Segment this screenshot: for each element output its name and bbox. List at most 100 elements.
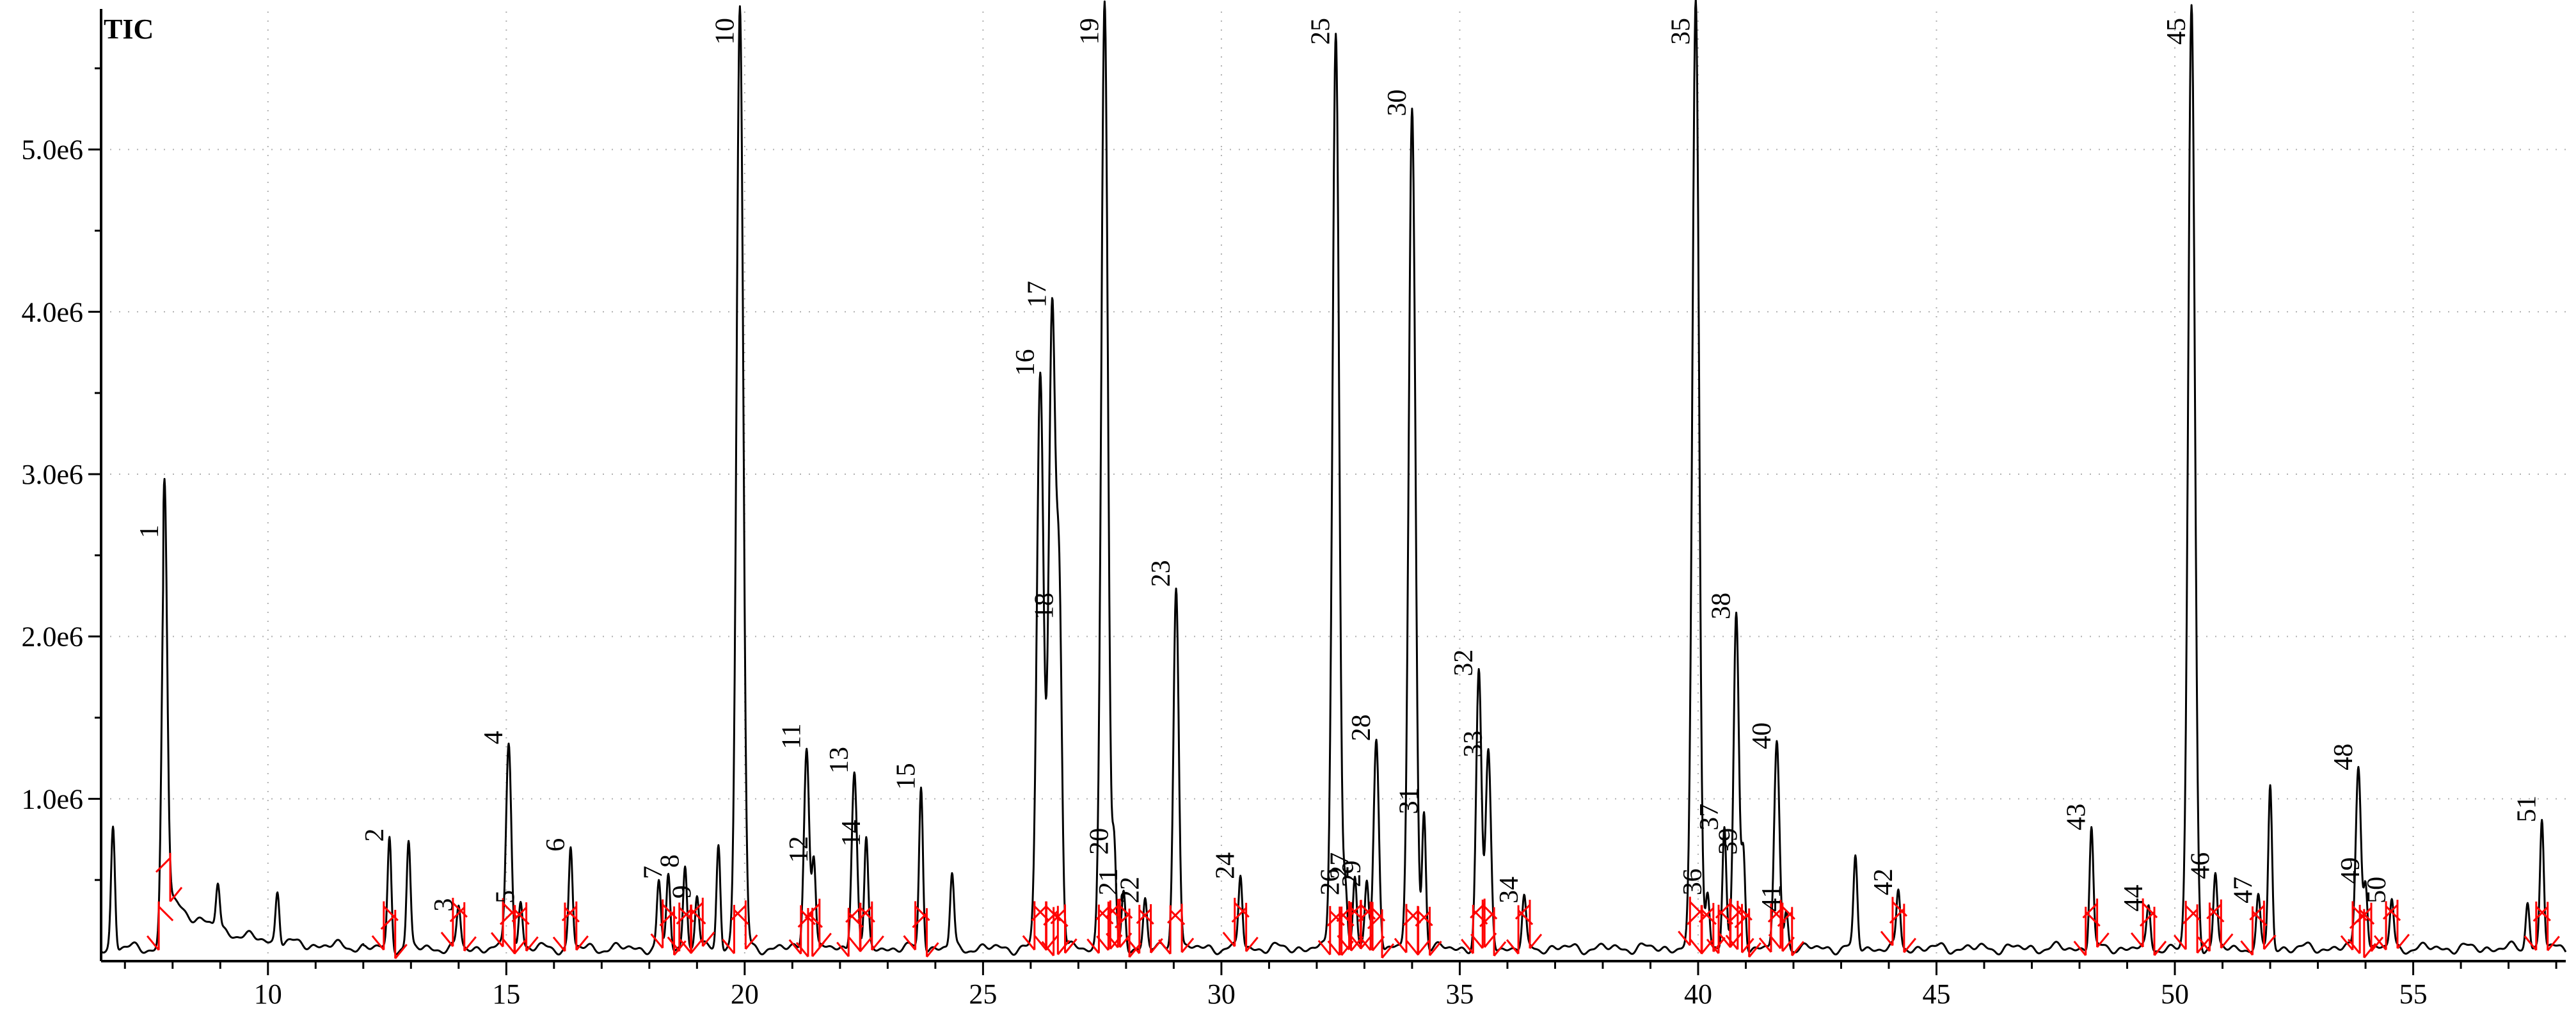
peak-start-marker [1158,905,1186,955]
peak-label: 20 [1085,828,1114,855]
peak-label: 43 [2062,804,2092,831]
peak-label: 2 [360,829,390,842]
x-tick-label: 50 [2161,978,2189,1010]
peak-end-marker [1415,907,1442,957]
peak-label: 38 [1707,593,1737,619]
marker-layer [146,852,2560,959]
x-tick-label: 15 [492,978,520,1010]
peak-label: 10 [710,18,740,45]
peak-start-marker [146,901,174,951]
peak-end-marker [912,908,939,958]
peak-label: 13 [825,747,854,774]
peak-end-marker [804,898,832,948]
x-tick-label: 45 [1923,978,1951,1010]
peak-label: 18 [1030,593,1060,619]
peak-end-marker [380,909,408,959]
peak-label: 11 [777,723,807,749]
peak-end-marker [1479,907,1507,957]
peak-label: 47 [2229,877,2258,904]
peak-label: 35 [1666,18,1696,45]
peak-label: 24 [1211,852,1241,879]
peak-end-marker [561,901,589,951]
peak-label: 37 [1695,804,1724,831]
y-tick-label: 5.0e6 [21,134,83,166]
peak-end-marker [1358,902,1385,952]
peak-end-marker [1734,908,1761,958]
peak-label: 3 [429,898,459,912]
peak-end-marker [1727,904,1754,953]
peak-start-marker [722,905,749,955]
peak-label: 33 [1459,731,1488,758]
peak-label: 50 [2362,877,2392,904]
peak-end-marker [1367,909,1395,959]
peak-label: 21 [1094,868,1124,895]
chart-title: TIC [104,13,154,45]
label-layer: 1234567891011121314151617181920212223242… [135,18,2542,912]
peak-end-marker [1167,904,1195,953]
peak-end-marker [2249,900,2277,950]
x-tick-label: 10 [254,978,282,1010]
peak-label: 6 [541,838,571,852]
peak-end-marker [688,897,715,947]
peak-end-marker [1231,902,1259,952]
peak-end-marker [511,902,539,952]
y-tick-label: 2.0e6 [21,621,83,653]
peak-end-marker [155,852,183,902]
peak-label: 25 [1307,18,1336,45]
peak-end-marker [2532,902,2560,952]
peak-label: 46 [2186,852,2215,879]
peak-end-marker [2356,902,2384,952]
peak-end-marker [2382,900,2410,950]
x-tick-label: 30 [1207,978,1236,1010]
y-tick-label: 1.0e6 [21,783,83,815]
peak-start-marker [1034,901,1061,951]
peak-label: 45 [2162,18,2191,45]
axis-layer: 10 15 20 25 30 35 40 45 50 551.0e62.0e63.0e64.0e6… [21,9,2566,1010]
peak-label: 30 [1383,90,1412,116]
peak-label: 29 [1337,861,1367,888]
x-tick-label: 40 [1684,978,1712,1010]
peak-label: 23 [1147,560,1176,587]
peak-end-marker [857,901,884,951]
x-tick-label: 35 [1445,978,1474,1010]
peak-label: 14 [837,820,866,847]
peak-end-marker [1777,907,1804,957]
peak-label: 48 [2329,744,2358,770]
peak-label: 41 [1757,885,1786,912]
y-tick-label: 3.0e6 [21,459,83,490]
peak-end-marker [2139,907,2167,956]
trace-layer [100,0,2567,956]
peak-label: 34 [1495,877,1524,904]
x-tick-label: 25 [969,978,997,1010]
peak-end-marker [2206,899,2234,949]
peak-label: 16 [1011,349,1040,376]
peak-label: 15 [892,763,921,790]
peak-end-marker [1515,900,1543,950]
peak-label: 27 [1326,852,1355,879]
peak-label: 51 [2513,795,2542,822]
peak-label: 17 [1022,281,1052,308]
peak-label: 40 [1747,722,1777,749]
peak-label: 44 [2119,885,2149,912]
peak-label: 22 [1116,877,1145,904]
peak-label: 31 [1395,787,1424,814]
peak-label: 4 [479,731,509,744]
peak-label: 12 [784,836,814,863]
peak-label: 5 [491,890,521,904]
y-tick-label: 4.0e6 [21,296,83,328]
peak-label: 42 [1869,868,1898,895]
x-tick-label: 55 [2399,978,2428,1010]
peak-start-marker [2174,900,2201,950]
peak-label: 26 [1316,868,1346,895]
tic-trace [100,0,2567,956]
peak-end-marker [1889,904,1917,953]
peak-end-marker [1403,905,1431,955]
peak-label: 7 [639,866,669,879]
peak-end-marker [731,900,758,950]
peak-end-marker [1050,904,1077,954]
peak-label: 49 [2336,857,2365,884]
peak-label: 28 [1347,714,1376,741]
peak-end-marker [2082,898,2110,948]
